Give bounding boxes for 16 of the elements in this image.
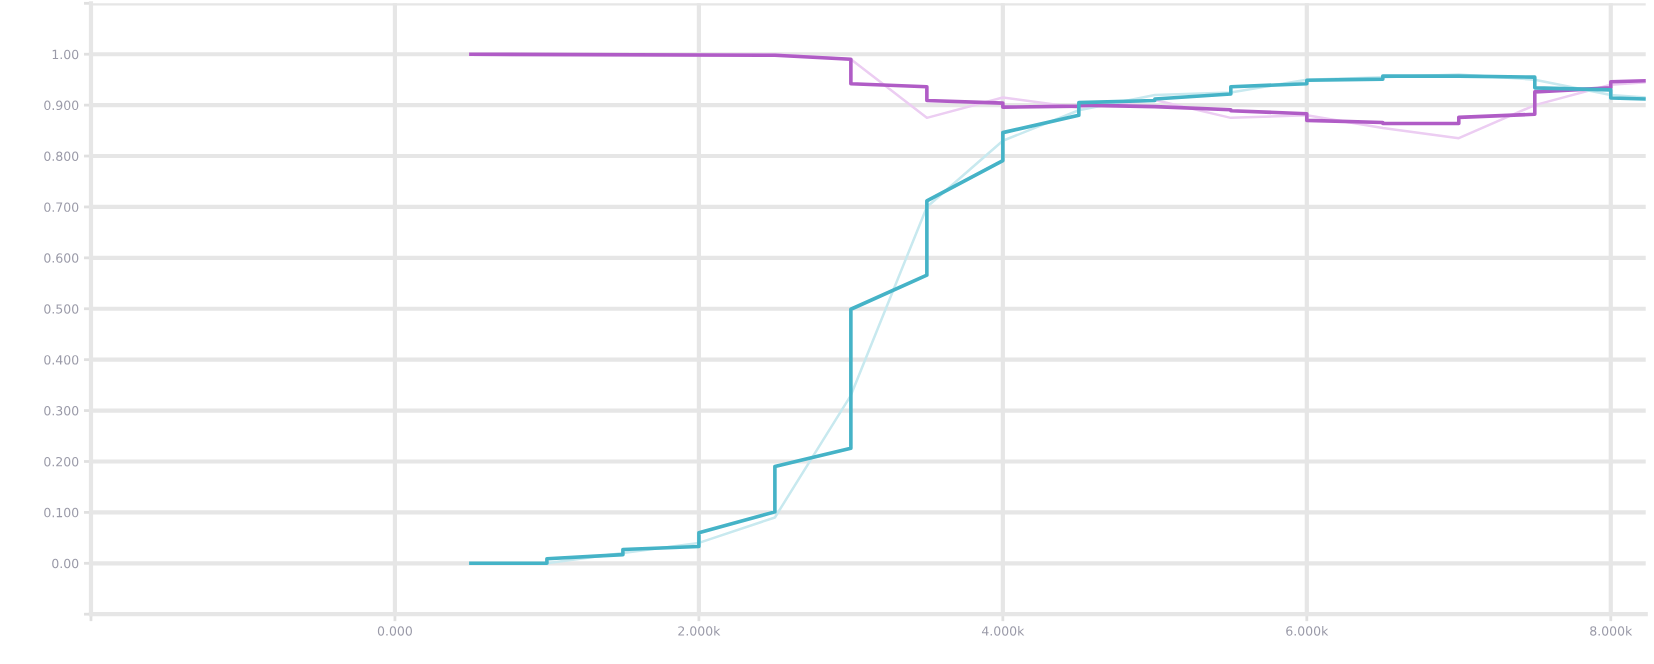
y-tick-label: 0.600	[44, 253, 79, 263]
y-tick-label: 0.100	[44, 507, 79, 518]
y-tick-label: 0.900	[44, 100, 79, 111]
y-tick-label: 0.700	[44, 202, 79, 212]
x-tick-label: 0.000	[377, 626, 412, 636]
x-tick-label: 6.000k	[1286, 626, 1329, 636]
y-tick-label: 0.400	[44, 355, 79, 365]
y-tick-label: 0.300	[44, 406, 79, 416]
y-tick-label: 0.500	[44, 304, 79, 314]
x-tick-label: 2.000k	[678, 626, 721, 636]
y-tick-label: 0.800	[44, 151, 79, 161]
x-tick-label: 8.000k	[1590, 626, 1633, 636]
y-tick-label: 0.200	[44, 456, 79, 467]
y-tick-label: 1.00	[52, 49, 79, 60]
y-tick-label: 0.00	[52, 558, 79, 569]
x-tick-label: 4.000k	[981, 626, 1025, 636]
